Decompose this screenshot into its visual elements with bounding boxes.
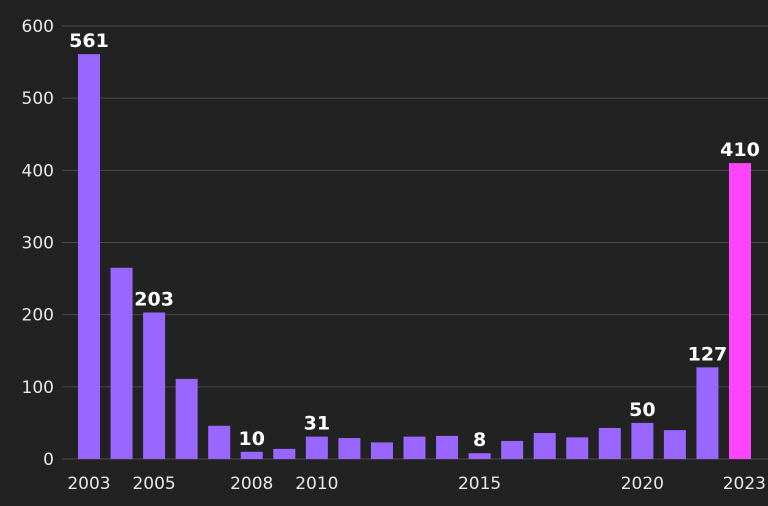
bar-2009 <box>273 448 296 459</box>
bar-2003 <box>78 54 100 460</box>
bar-2014 <box>436 435 459 459</box>
y-tick-label: 600 <box>22 17 54 37</box>
x-tick-label-2020: 2020 <box>621 474 664 494</box>
bar-2019 <box>598 427 621 459</box>
data-label-2008: 10 <box>239 428 265 450</box>
x-tick-label-2005: 2005 <box>132 474 175 494</box>
bar-2012 <box>370 442 393 459</box>
data-label-2003: 561 <box>69 30 109 52</box>
bar-2004 <box>110 267 133 459</box>
data-label-2005: 203 <box>134 289 174 311</box>
bars <box>78 54 751 460</box>
data-label-2015: 8 <box>473 429 486 451</box>
bar-2020 <box>631 422 654 459</box>
y-tick-label: 300 <box>22 234 54 254</box>
x-tick-label-2008: 2008 <box>230 474 273 494</box>
bar-2015 <box>468 453 491 459</box>
x-tick-label-2003: 2003 <box>67 474 110 494</box>
bar-2006 <box>175 378 198 459</box>
data-label-2022: 127 <box>688 343 728 365</box>
y-tick-label: 100 <box>22 378 54 398</box>
bar-2005 <box>143 312 166 459</box>
bar-2018 <box>566 437 589 459</box>
bar-2013 <box>403 436 426 459</box>
bar-2007 <box>208 425 231 459</box>
bar-2017 <box>533 433 556 459</box>
bar-2022 <box>696 367 719 459</box>
data-label-2020: 50 <box>629 399 655 421</box>
x-axis-ticks: 2003 2005 2008 2010 2015 2020 2023 <box>67 474 766 494</box>
x-tick-label-2015: 2015 <box>458 474 501 494</box>
y-tick-label: 0 <box>43 450 54 470</box>
bar-2010 <box>305 436 328 459</box>
y-tick-label: 400 <box>22 161 54 181</box>
bar-2023 <box>729 163 751 459</box>
data-label-2023: 410 <box>720 139 760 161</box>
x-tick-label-2023: 2023 <box>723 474 766 494</box>
bar-2011 <box>338 438 361 459</box>
x-tick-label-2010: 2010 <box>295 474 338 494</box>
y-tick-label: 500 <box>22 89 54 109</box>
data-labels: 561 203 10 31 8 50 127 410 <box>69 30 760 451</box>
bar-2021 <box>663 430 686 459</box>
data-label-2010: 31 <box>304 413 330 435</box>
y-tick-label: 200 <box>22 306 54 326</box>
y-axis-ticks: 0 100 200 300 400 500 600 <box>22 17 54 470</box>
bar-2016 <box>501 440 524 459</box>
bar-2008 <box>240 451 263 459</box>
gridlines <box>62 25 768 460</box>
